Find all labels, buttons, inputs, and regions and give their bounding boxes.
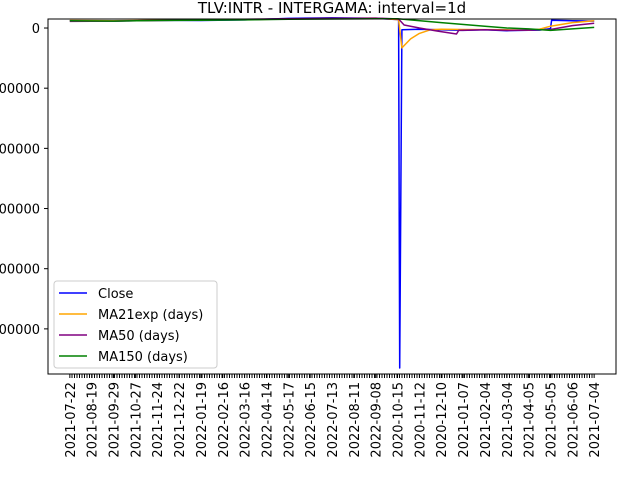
legend-box bbox=[53, 280, 218, 369]
x-tick-label: 2022-06-15 bbox=[304, 382, 319, 458]
x-tick-label: 2022-02-16 bbox=[217, 382, 232, 458]
plot-area bbox=[69, 17, 595, 369]
y-tick-label: 0 bbox=[32, 22, 40, 37]
x-tick-label: 2021-07-22 bbox=[64, 382, 79, 458]
x-tick-label: 2021-02-04 bbox=[479, 382, 494, 458]
x-tick-label: 2021-09-29 bbox=[108, 382, 123, 458]
y-tick-label: 00000 bbox=[0, 142, 40, 157]
legend-label: MA150 (days) bbox=[98, 350, 188, 365]
y-tick-label: 00000 bbox=[0, 323, 40, 338]
x-tick-label: 2021-08-19 bbox=[86, 382, 101, 458]
x-tick-label: 2021-04-05 bbox=[523, 382, 538, 458]
x-tick-label: 2021-12-22 bbox=[173, 382, 188, 458]
x-tick-label: 2022-05-17 bbox=[282, 382, 297, 458]
x-tick-label: 2022-03-16 bbox=[239, 382, 254, 458]
y-tick-label: 00000 bbox=[0, 82, 40, 97]
x-tick-label: 2022-01-19 bbox=[195, 382, 210, 458]
series-line-3 bbox=[69, 17, 595, 32]
y-tick-label: 00000 bbox=[0, 203, 40, 218]
x-tick-label: 2020-12-10 bbox=[435, 382, 450, 458]
x-tick-label: 2021-05-05 bbox=[545, 382, 560, 458]
chart-title: TLV:INTR - INTERGAMA: interval=1d bbox=[197, 0, 466, 17]
x-tick-label: 2022-08-11 bbox=[348, 382, 363, 458]
x-tick-label: 2021-01-07 bbox=[457, 382, 472, 458]
x-tick-label: 2022-04-14 bbox=[261, 382, 276, 458]
x-tick-label: 2021-06-06 bbox=[566, 382, 581, 458]
x-tick-label: 2020-10-15 bbox=[392, 382, 407, 458]
legend: Close MA21exp (days) MA50 (days) MA150 (day… bbox=[53, 280, 218, 369]
legend-label: MA21exp (days) bbox=[98, 308, 203, 323]
x-tick-label: 2021-07-04 bbox=[588, 382, 603, 458]
x-tick-label: 2020-11-12 bbox=[413, 382, 428, 458]
x-axis: 2021-07-22 2021-08-19 2021-09-29 2021-10-27… bbox=[64, 374, 603, 458]
x-tick-label: 2021-03-04 bbox=[501, 382, 516, 458]
y-tick-label: 00000 bbox=[0, 263, 40, 278]
x-tick-label: 2021-11-24 bbox=[151, 382, 166, 458]
series-line-1 bbox=[69, 17, 595, 49]
x-tick-label: 2022-09-08 bbox=[370, 382, 385, 458]
x-tick-label: 2022-07-13 bbox=[326, 382, 341, 458]
legend-label: MA50 (days) bbox=[98, 329, 180, 344]
x-tick-label: 2021-10-27 bbox=[129, 382, 144, 458]
legend-label: Close bbox=[98, 287, 133, 302]
